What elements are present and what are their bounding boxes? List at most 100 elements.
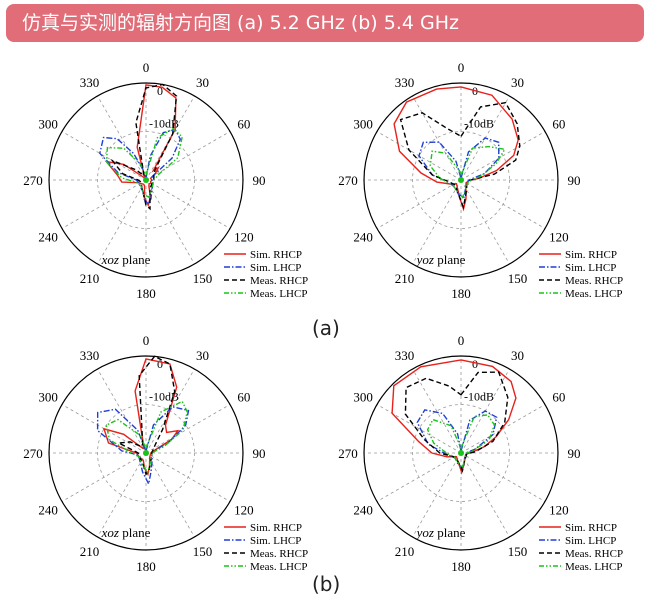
- radial-label-zero: 0: [472, 357, 478, 371]
- angle-label-60: 60: [237, 117, 250, 132]
- angle-label-180: 180: [136, 286, 156, 301]
- legend-entry: Sim. LHCP: [250, 535, 301, 547]
- legend-entry: Meas. RHCP: [250, 548, 308, 560]
- series-line-sim-rhcp: [391, 359, 517, 475]
- plane-label: yoz plane: [415, 525, 466, 540]
- radial-label-zero: 0: [157, 84, 163, 98]
- grid-ring-inner: [97, 404, 195, 502]
- angle-label-120: 120: [234, 230, 254, 245]
- angle-label-300: 300: [353, 117, 373, 132]
- legend-entry: Sim. LHCP: [250, 262, 301, 274]
- angle-label-0: 0: [143, 333, 150, 348]
- legend-entry: Meas. LHCP: [250, 288, 307, 300]
- series-line-meas-rhcp: [404, 371, 509, 473]
- grid-spoke: [97, 452, 147, 538]
- series-line-meas-lhcp: [429, 145, 506, 199]
- legend-entry: Sim. LHCP: [565, 535, 616, 547]
- angle-label-90: 90: [568, 446, 581, 461]
- series-line-meas-rhcp: [399, 101, 521, 210]
- angle-label-30: 30: [196, 348, 209, 363]
- angle-label-150: 150: [508, 271, 528, 286]
- series-line-sim-rhcp: [102, 358, 180, 477]
- grid-spoke: [97, 179, 147, 265]
- outer-ring: [363, 355, 559, 551]
- angle-label-270: 270: [23, 446, 43, 461]
- angle-label-270: 270: [338, 446, 358, 461]
- angle-label-150: 150: [193, 271, 213, 286]
- angle-label-270: 270: [338, 173, 358, 188]
- angle-label-30: 30: [511, 75, 524, 90]
- grid-spoke: [376, 404, 462, 454]
- legend-entry: Meas. LHCP: [565, 288, 622, 300]
- angle-label-180: 180: [451, 286, 471, 301]
- series-line-meas-rhcp: [116, 355, 176, 476]
- angle-label-210: 210: [80, 271, 100, 286]
- angle-label-90: 90: [253, 446, 266, 461]
- outer-ring: [48, 355, 244, 551]
- radial-label-ring: -10dB: [149, 117, 179, 131]
- angle-label-210: 210: [395, 544, 415, 559]
- angle-label-60: 60: [552, 390, 565, 405]
- series-line-sim-lhcp: [99, 128, 182, 206]
- polar-panel-4: 0 30 60 90 120 150 180 210 240 270 300 330 0 -10dB yoz…: [338, 333, 623, 574]
- caption-b: (b): [312, 572, 341, 596]
- header-title: 仿真与实测的辐射方向图 (a) 5.2 GHz (b) 5.4 GHz: [22, 12, 459, 34]
- angle-label-330: 330: [395, 348, 415, 363]
- radial-label-zero: 0: [157, 357, 163, 371]
- outer-ring: [48, 82, 244, 278]
- angle-label-240: 240: [38, 503, 58, 518]
- grid-ring-inner: [412, 404, 510, 502]
- legend-entry: Meas. RHCP: [565, 548, 623, 560]
- plane-label: xoz plane: [101, 252, 151, 267]
- outer-ring: [363, 82, 559, 278]
- grid-spoke: [412, 452, 462, 538]
- legend-entry: Sim. RHCP: [250, 249, 302, 261]
- legend-entry: Sim. LHCP: [565, 262, 616, 274]
- angle-label-180: 180: [136, 559, 156, 574]
- polar-panel-2: 03060901201501802102402703003300-10dByoz…: [338, 60, 623, 301]
- angle-label-180: 180: [451, 559, 471, 574]
- angle-label-90: 90: [568, 173, 581, 188]
- angle-label-270: 270: [23, 173, 43, 188]
- angle-label-300: 300: [38, 117, 58, 132]
- angle-label-90: 90: [253, 173, 266, 188]
- angle-label-30: 30: [196, 75, 209, 90]
- legend-entry: Sim. RHCP: [565, 249, 617, 261]
- legend-entry: Meas. RHCP: [565, 275, 623, 287]
- legend-entry: Meas. RHCP: [250, 275, 308, 287]
- polar-panel-3: 03060901201501802102402703003300-10dBxoz…: [23, 333, 308, 574]
- radial-label-ring: -10dB: [464, 390, 494, 404]
- angle-label-120: 120: [234, 503, 254, 518]
- origin-marker: [143, 177, 149, 183]
- angle-label-0: 0: [143, 60, 150, 75]
- angle-label-0: 0: [458, 333, 465, 348]
- radial-label-ring: -10dB: [464, 117, 494, 131]
- origin-marker: [143, 450, 149, 456]
- grid-ring-inner: [97, 131, 195, 229]
- angle-label-240: 240: [353, 230, 373, 245]
- angle-label-0: 0: [458, 60, 465, 75]
- angle-label-300: 300: [38, 390, 58, 405]
- series-line-sim-lhcp: [418, 137, 500, 199]
- grid-spoke: [412, 95, 462, 181]
- grid-spoke: [61, 131, 147, 181]
- polar-panel-1: 0 30 60 90 120 150 180 210 240 270 300 330 0 -10dB xoz…: [23, 60, 308, 301]
- grid-spoke: [412, 179, 462, 265]
- plane-label: yoz plane: [415, 252, 466, 267]
- origin-marker: [458, 450, 464, 456]
- caption-a: (a): [312, 316, 340, 340]
- angle-label-300: 300: [353, 390, 373, 405]
- plane-label: xoz plane: [101, 525, 151, 540]
- angle-label-60: 60: [237, 390, 250, 405]
- grid-ring-inner: [412, 131, 510, 229]
- grid-spoke: [97, 368, 147, 454]
- angle-label-330: 330: [80, 75, 100, 90]
- legend-entry: Meas. LHCP: [565, 561, 622, 573]
- header-banner: 仿真与实测的辐射方向图 (a) 5.2 GHz (b) 5.4 GHz: [6, 4, 644, 42]
- angle-label-120: 120: [549, 503, 569, 518]
- angle-label-210: 210: [395, 271, 415, 286]
- angle-label-150: 150: [508, 544, 528, 559]
- grid-spoke: [412, 368, 462, 454]
- angle-label-60: 60: [552, 117, 565, 132]
